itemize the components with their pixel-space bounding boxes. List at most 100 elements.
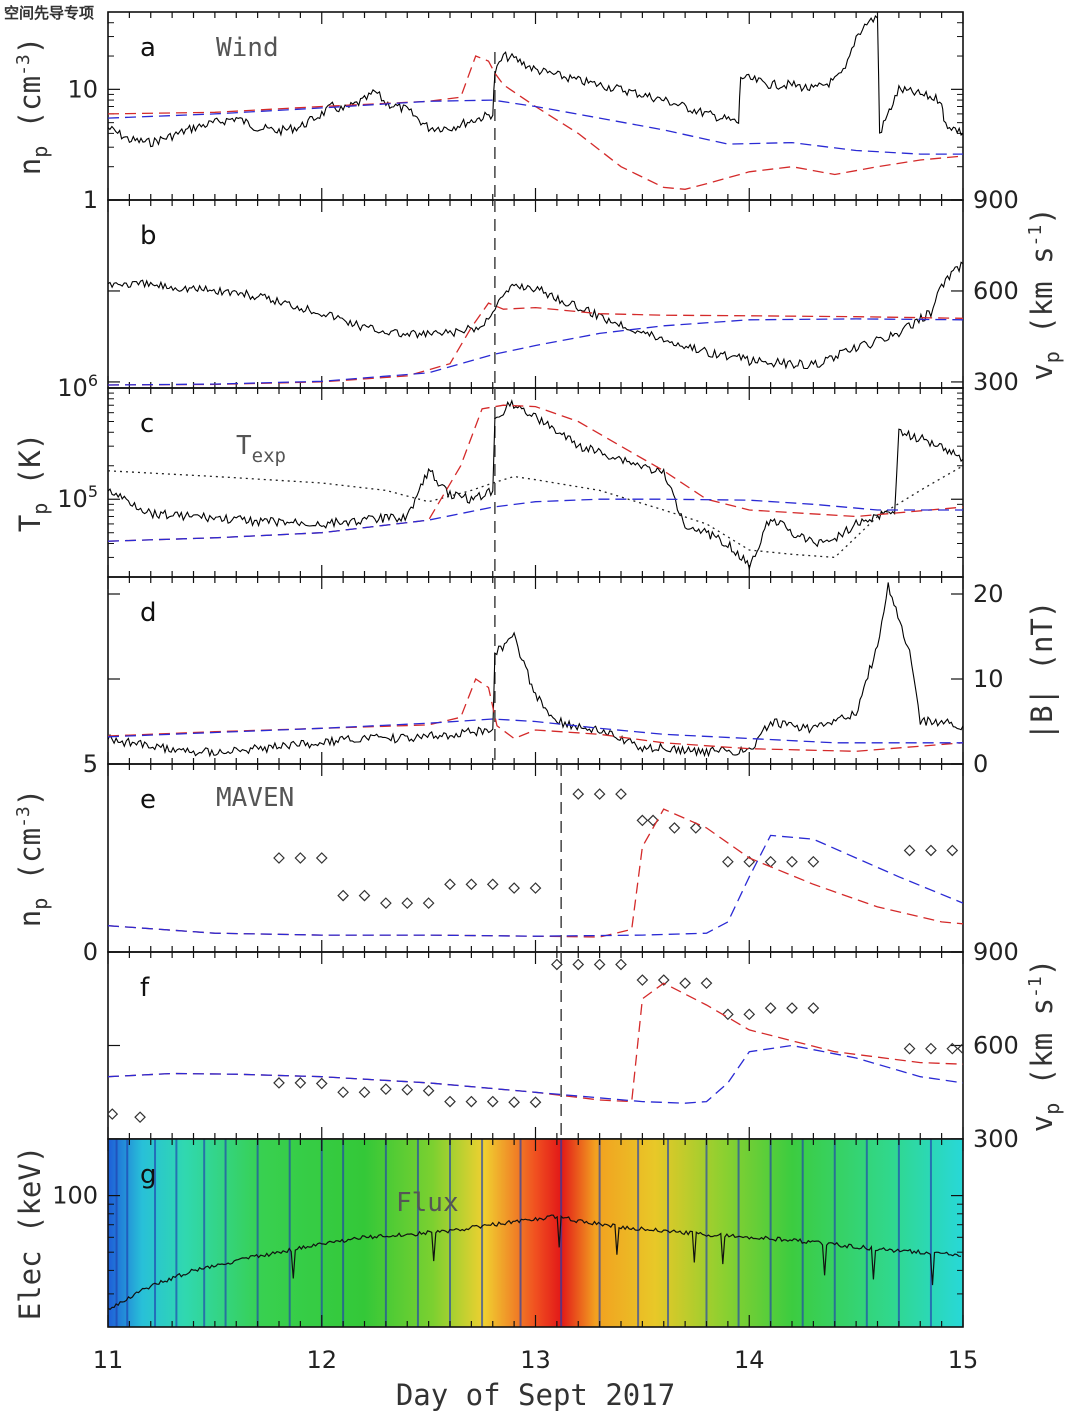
- flux-line: [108, 1214, 962, 1311]
- series-model-red: [108, 404, 963, 542]
- y-tick-label: 1: [83, 186, 98, 214]
- y-tick-label: 300: [973, 368, 1019, 396]
- maven-data-point: [636, 974, 649, 986]
- y-tick-label: 105: [57, 482, 98, 513]
- maven-data-point: [925, 844, 937, 857]
- y-tick-label: 900: [973, 186, 1019, 214]
- maven-data-point: [668, 822, 681, 834]
- maven-data-point: [689, 822, 702, 834]
- y-tick-label: 10: [67, 75, 98, 103]
- series-model-blue: [108, 99, 963, 155]
- electron-spectrogram: [108, 1139, 963, 1327]
- series-model-blue: [108, 498, 963, 542]
- maven-data-point: [315, 1077, 328, 1090]
- maven-data-point: [722, 855, 734, 868]
- series-observed: [108, 261, 963, 370]
- panel-b: 300 600 900 b vp (km s-1): [107, 186, 1064, 396]
- maven-data-point: [358, 1086, 371, 1099]
- series-model-red: [108, 808, 963, 938]
- maven-data-point: [273, 852, 285, 864]
- x-tick-label: 15: [948, 1346, 979, 1374]
- maven-data-point: [294, 852, 307, 864]
- maven-data-point: [657, 974, 670, 986]
- maven-data-point: [422, 897, 435, 909]
- maven-data-point: [925, 1042, 937, 1055]
- panel-c: 105 106 c Texp Tp (K): [13, 371, 964, 578]
- maven-data-point: [422, 1084, 435, 1097]
- maven-data-point: [401, 897, 414, 909]
- maven-data-point: [337, 1086, 349, 1099]
- maven-data-point: [508, 882, 520, 894]
- right-axis-label: |B| (nT): [1025, 601, 1059, 741]
- maven-data-point: [444, 878, 456, 891]
- panel-annotation: Wind: [216, 33, 279, 63]
- y-tick-label: 900: [973, 938, 1019, 966]
- watermark: 空间先导专项: [4, 4, 95, 22]
- panel-annotation: MAVEN: [216, 783, 294, 813]
- maven-data-point: [273, 1077, 285, 1089]
- panel-label-d: d: [140, 598, 157, 628]
- x-tick-label: 11: [93, 1346, 124, 1374]
- panel-a: 1 10 a Wind np (cm-3): [13, 11, 964, 214]
- left-axis-label: np (cm-3): [13, 37, 52, 176]
- maven-data-point: [722, 1008, 734, 1021]
- series-model-blue: [108, 1044, 963, 1104]
- series-model-red: [108, 678, 963, 752]
- maven-data-point: [380, 1083, 392, 1095]
- maven-data-point: [786, 1002, 798, 1014]
- y-tick-label: 20: [973, 580, 1004, 608]
- maven-data-point: [957, 1042, 963, 1055]
- y-tick-label: 0: [83, 938, 98, 966]
- panel-annotation: Flux: [396, 1188, 459, 1218]
- left-axis-label: np (cm-3): [13, 789, 52, 928]
- maven-data-point: [593, 958, 606, 971]
- maven-data-point: [465, 878, 478, 891]
- series-observed: [108, 15, 963, 148]
- maven-data-point: [615, 788, 627, 800]
- maven-data-point: [946, 1042, 959, 1055]
- panel-g: 100 g Flux Elec (keV): [13, 1138, 964, 1328]
- left-axis-label: Tp (K): [13, 433, 52, 532]
- maven-data-point: [636, 814, 649, 827]
- maven-data-point: [700, 977, 713, 990]
- panel-label-g: g: [140, 1160, 157, 1190]
- maven-data-point: [903, 1042, 916, 1055]
- panel-f: 300 600 900 f vp (km s-1): [107, 938, 1064, 1153]
- maven-data-point: [358, 889, 371, 902]
- maven-data-point: [294, 1077, 307, 1089]
- panel-label-e: e: [140, 785, 156, 815]
- series-observed: [108, 398, 963, 571]
- maven-data-point: [508, 1096, 520, 1109]
- maven-data-point: [764, 1002, 777, 1014]
- maven-data-point: [529, 1096, 542, 1109]
- maven-data-point: [593, 788, 606, 800]
- panel-annotation: Texp: [236, 431, 286, 467]
- maven-data-point: [134, 1111, 146, 1124]
- maven-data-point: [529, 882, 542, 894]
- series-model-blue: [108, 318, 963, 386]
- maven-data-point: [679, 977, 691, 990]
- panel-label-c: c: [140, 409, 154, 439]
- right-axis-label: vp (km s-1): [1025, 959, 1064, 1132]
- y-tick-label: 5: [83, 750, 98, 778]
- maven-data-point: [465, 1095, 478, 1108]
- panel-label-a: a: [140, 33, 156, 63]
- panel-d: 0 10 20 d |B| (nT): [107, 576, 1059, 778]
- series-model-blue: [108, 718, 963, 744]
- y-tick-label: 300: [973, 1125, 1019, 1153]
- maven-data-point: [786, 855, 798, 868]
- maven-data-point: [486, 1095, 499, 1108]
- y-tick-label: 0: [973, 750, 988, 778]
- series-model-red: [108, 302, 963, 386]
- maven-data-point: [444, 1095, 456, 1108]
- series-observed: [108, 582, 963, 758]
- y-tick-label: 100: [52, 1182, 98, 1210]
- panel-e: 0 5 e MAVEN np (cm-3): [13, 750, 964, 966]
- x-axis-label: Day of Sept 2017: [396, 1378, 675, 1412]
- maven-data-point: [401, 1083, 414, 1096]
- panel-frame: [107, 576, 964, 765]
- x-tick-label: 13: [520, 1346, 551, 1374]
- series-model-red: [108, 55, 963, 190]
- series-model-blue: [108, 834, 963, 937]
